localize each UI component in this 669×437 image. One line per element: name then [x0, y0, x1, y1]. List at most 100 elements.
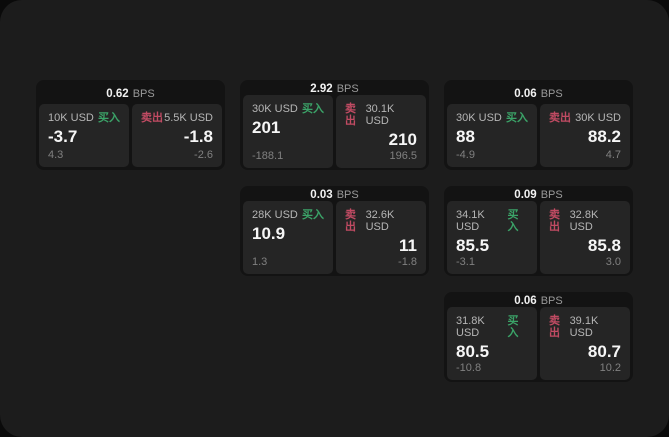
- card-header: 0.03 BPS: [243, 189, 426, 201]
- bps-unit-label: BPS: [540, 189, 563, 201]
- sell-panel[interactable]: 卖出 39.1K USD 80.7 10.2: [540, 307, 630, 380]
- bps-unit-label: BPS: [132, 87, 155, 100]
- buy-panel[interactable]: 28K USD 买入 10.9 1.3: [243, 201, 333, 274]
- buy-amount: 28K USD: [252, 209, 298, 221]
- bps-value: 0.06: [514, 295, 537, 307]
- sell-panel[interactable]: 卖出 32.8K USD 85.8 3.0: [540, 201, 630, 274]
- buy-panel-top-row: 30K USD 买入: [456, 112, 528, 124]
- bps-value: 0.06: [514, 87, 537, 100]
- buy-tag: 买入: [507, 315, 519, 339]
- sell-change: 196.5: [389, 150, 417, 162]
- bps-unit-label: BPS: [540, 295, 563, 307]
- sell-change: 3.0: [605, 256, 621, 268]
- quote-card-6: 0.06 BPS 31.8K USD 买入 80.5 -10.8 卖出 39.1…: [444, 292, 633, 382]
- buy-change: -188.1: [252, 150, 284, 162]
- buy-change: 1.3: [252, 256, 268, 268]
- buy-amount: 30K USD: [252, 103, 298, 115]
- buy-tag: 买入: [506, 112, 528, 124]
- buy-panel-top-row: 31.8K USD 买入: [456, 315, 528, 339]
- buy-price: 80.5: [456, 342, 490, 361]
- bps-unit-label: BPS: [336, 189, 359, 201]
- quote-card-4: 0.03 BPS 28K USD 买入 10.9 1.3 卖出 32.6K US…: [240, 186, 429, 276]
- bps-unit-label: BPS: [540, 87, 563, 100]
- sell-panel[interactable]: 卖出 30K USD 88.2 4.7: [540, 104, 630, 167]
- quote-panels: 10K USD 买入 -3.7 4.3 卖出 5.5K USD -1.8 -2.…: [39, 104, 222, 167]
- buy-tag: 买入: [507, 209, 519, 233]
- sell-change: 10.2: [599, 362, 621, 374]
- buy-amount: 31.8K USD: [456, 315, 485, 339]
- sell-tag: 卖出: [549, 209, 560, 233]
- sell-price: 11: [399, 236, 417, 255]
- quote-card-3: 0.06 BPS 30K USD 买入 88 -4.9 卖出 30K USD: [444, 80, 633, 170]
- buy-change: -3.1: [456, 256, 475, 268]
- sell-change: -2.6: [194, 149, 213, 161]
- buy-panel[interactable]: 30K USD 买入 201 -188.1: [243, 95, 333, 168]
- sell-tag: 卖出: [345, 103, 356, 127]
- quote-panels: 34.1K USD 买入 85.5 -3.1 卖出 32.8K USD 85.8…: [447, 201, 630, 274]
- sell-panel[interactable]: 卖出 32.6K USD 11 -1.8: [336, 201, 426, 274]
- sell-price: -1.8: [183, 127, 213, 146]
- buy-panel[interactable]: 30K USD 买入 88 -4.9: [447, 104, 537, 167]
- quote-panels: 30K USD 买入 201 -188.1 卖出 30.1K USD 210 1…: [243, 95, 426, 168]
- buy-panel[interactable]: 31.8K USD 买入 80.5 -10.8: [447, 307, 537, 380]
- card-header: 0.09 BPS: [447, 189, 630, 201]
- card-header: 0.62 BPS: [39, 83, 222, 104]
- sell-amount: 39.1K USD: [569, 315, 599, 339]
- sell-panel[interactable]: 卖出 30.1K USD 210 196.5: [336, 95, 426, 168]
- buy-change: -10.8: [456, 362, 482, 374]
- quote-panels: 28K USD 买入 10.9 1.3 卖出 32.6K USD 11 -1.8: [243, 201, 426, 274]
- buy-change: -4.9: [456, 149, 475, 161]
- sell-tag: 卖出: [549, 112, 571, 124]
- sell-panel-top-row: 卖出 32.6K USD: [345, 209, 417, 233]
- buy-price: 201: [252, 118, 281, 137]
- quote-card-2: 2.92 BPS 30K USD 买入 201 -188.1 卖出 30.1K …: [240, 80, 429, 170]
- buy-panel[interactable]: 10K USD 买入 -3.7 4.3: [39, 104, 129, 167]
- sell-amount: 32.8K USD: [569, 209, 599, 233]
- sell-price: 80.7: [587, 342, 621, 361]
- buy-panel-top-row: 10K USD 买入: [48, 112, 120, 124]
- buy-price: -3.7: [48, 127, 78, 146]
- buy-tag: 买入: [98, 112, 120, 124]
- quote-card-5: 0.09 BPS 34.1K USD 买入 85.5 -3.1 卖出 32.8K…: [444, 186, 633, 276]
- sell-price: 88.2: [587, 127, 621, 146]
- buy-panel[interactable]: 34.1K USD 买入 85.5 -3.1: [447, 201, 537, 274]
- buy-tag: 买入: [302, 103, 324, 115]
- sell-panel-top-row: 卖出 30.1K USD: [345, 103, 417, 127]
- sell-amount: 32.6K USD: [365, 209, 395, 233]
- sell-amount: 30.1K USD: [365, 103, 395, 127]
- buy-amount: 30K USD: [456, 112, 502, 124]
- card-header: 0.06 BPS: [447, 295, 630, 307]
- sell-panel[interactable]: 卖出 5.5K USD -1.8 -2.6: [132, 104, 222, 167]
- buy-panel-top-row: 28K USD 买入: [252, 209, 324, 221]
- sell-amount: 5.5K USD: [164, 112, 213, 124]
- bps-unit-label: BPS: [336, 83, 359, 95]
- quote-panels: 30K USD 买入 88 -4.9 卖出 30K USD 88.2 4.7: [447, 104, 630, 167]
- bps-value: 0.03: [310, 189, 333, 201]
- bps-value: 2.92: [310, 83, 333, 95]
- sell-panel-top-row: 卖出 39.1K USD: [549, 315, 621, 339]
- buy-change: 4.3: [48, 149, 64, 161]
- buy-amount: 10K USD: [48, 112, 94, 124]
- buy-price: 85.5: [456, 236, 490, 255]
- sell-tag: 卖出: [345, 209, 356, 233]
- quote-panels: 31.8K USD 买入 80.5 -10.8 卖出 39.1K USD 80.…: [447, 307, 630, 380]
- card-header: 0.06 BPS: [447, 83, 630, 104]
- sell-change: -1.8: [398, 256, 417, 268]
- quote-card-1: 0.62 BPS 10K USD 买入 -3.7 4.3 卖出 5.5K USD: [36, 80, 225, 170]
- card-header: 2.92 BPS: [243, 83, 426, 95]
- buy-tag: 买入: [302, 209, 324, 221]
- sell-panel-top-row: 卖出 5.5K USD: [141, 112, 213, 124]
- buy-price: 88: [456, 127, 475, 146]
- sell-tag: 卖出: [141, 112, 163, 124]
- sell-price: 210: [388, 130, 417, 149]
- quote-card-grid: 0.62 BPS 10K USD 买入 -3.7 4.3 卖出 5.5K USD: [36, 80, 633, 382]
- buy-panel-top-row: 34.1K USD 买入: [456, 209, 528, 233]
- sell-panel-top-row: 卖出 32.8K USD: [549, 209, 621, 233]
- sell-change: 4.7: [605, 149, 621, 161]
- bps-value: 0.09: [514, 189, 537, 201]
- sell-price: 85.8: [587, 236, 621, 255]
- bps-value: 0.62: [106, 87, 129, 100]
- buy-price: 10.9: [252, 224, 286, 243]
- buy-panel-top-row: 30K USD 买入: [252, 103, 324, 115]
